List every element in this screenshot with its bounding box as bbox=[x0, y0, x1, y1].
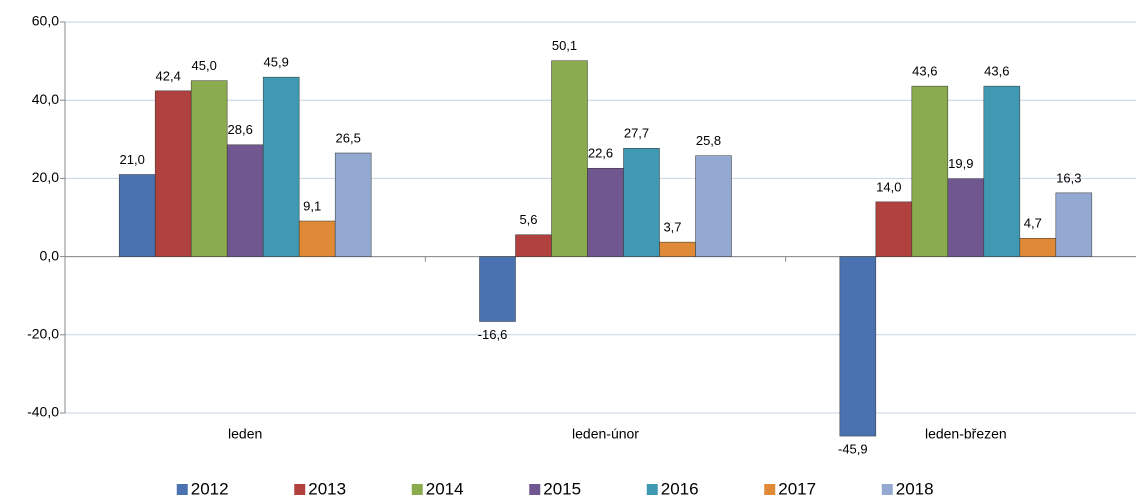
bar bbox=[334, 152, 372, 257]
data-label: -45,9 bbox=[838, 442, 868, 457]
data-label: 4,7 bbox=[1024, 216, 1042, 231]
data-label: 45,9 bbox=[264, 55, 289, 70]
legend-swatch bbox=[294, 484, 306, 495]
data-label: 3,7 bbox=[663, 220, 681, 235]
legend-swatch bbox=[529, 484, 541, 495]
legend-label: 2014 bbox=[426, 479, 464, 498]
data-label: 45,0 bbox=[192, 58, 217, 73]
legend-label: 2012 bbox=[191, 479, 229, 498]
data-label: 50,1 bbox=[552, 38, 577, 53]
bar bbox=[983, 85, 1021, 257]
data-label: 43,6 bbox=[984, 64, 1009, 79]
bar bbox=[262, 76, 300, 257]
y-tick-label: 40,0 bbox=[32, 91, 59, 107]
bar bbox=[587, 167, 624, 257]
bar bbox=[1019, 237, 1057, 257]
bar bbox=[695, 155, 732, 257]
legend-label: 2015 bbox=[543, 479, 581, 498]
legend-swatch bbox=[411, 484, 423, 495]
data-label: 28,6 bbox=[228, 122, 253, 137]
legend: 2012 2013 2014 2015 2016 2017 2018 bbox=[176, 479, 934, 498]
data-label: 42,4 bbox=[156, 68, 181, 83]
data-label: 14,0 bbox=[876, 179, 901, 194]
x-tick-label: leden bbox=[228, 426, 262, 442]
bar bbox=[515, 234, 552, 257]
legend-swatch bbox=[881, 484, 893, 495]
bar bbox=[154, 90, 192, 257]
data-label: 43,6 bbox=[912, 64, 937, 79]
bar bbox=[551, 60, 588, 257]
x-tick-label: leden-únor bbox=[572, 426, 639, 442]
data-label: 19,9 bbox=[948, 156, 973, 171]
bar bbox=[839, 256, 877, 437]
legend-label: 2018 bbox=[896, 479, 934, 498]
data-label: 16,3 bbox=[1056, 170, 1081, 185]
bar bbox=[1055, 192, 1093, 257]
x-tick-label: leden-březen bbox=[925, 426, 1007, 442]
data-label: 26,5 bbox=[336, 130, 361, 145]
bar bbox=[298, 220, 336, 257]
bar bbox=[911, 85, 949, 257]
y-tick-label: 20,0 bbox=[32, 169, 59, 185]
y-tick-label: -40,0 bbox=[27, 404, 59, 420]
data-label: 25,8 bbox=[696, 133, 721, 148]
bar bbox=[623, 148, 660, 257]
data-label: 27,7 bbox=[624, 126, 649, 141]
legend-swatch bbox=[176, 484, 188, 495]
bar bbox=[118, 174, 156, 257]
bar bbox=[226, 144, 264, 257]
legend-label: 2013 bbox=[308, 479, 346, 498]
bar bbox=[659, 241, 696, 257]
legend-label: 2017 bbox=[778, 479, 816, 498]
bar bbox=[875, 201, 913, 257]
data-label: 9,1 bbox=[303, 198, 321, 213]
bar bbox=[190, 80, 228, 257]
y-tick-label: 0,0 bbox=[40, 247, 60, 263]
legend-swatch bbox=[646, 484, 658, 495]
data-label: 5,6 bbox=[519, 212, 537, 227]
data-label: 21,0 bbox=[120, 152, 145, 167]
bar bbox=[479, 256, 516, 322]
data-label: -16,6 bbox=[478, 327, 508, 342]
y-tick-label: -20,0 bbox=[27, 326, 59, 342]
y-tick-label: 60,0 bbox=[32, 13, 59, 29]
legend-label: 2016 bbox=[661, 479, 699, 498]
data-label: 22,6 bbox=[588, 146, 613, 161]
bar bbox=[947, 178, 985, 257]
legend-swatch bbox=[764, 484, 776, 495]
